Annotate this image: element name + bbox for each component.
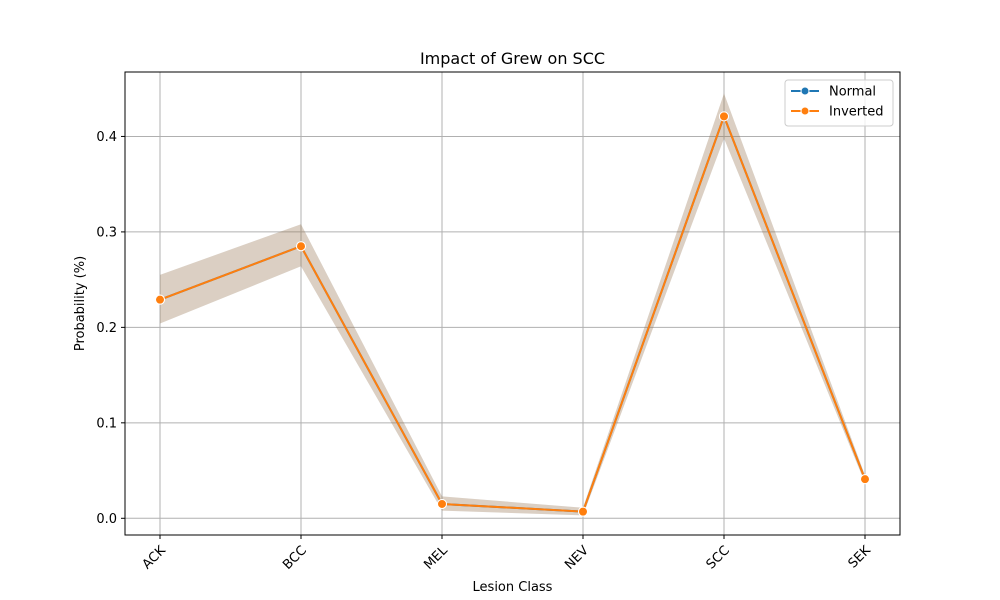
x-tick-label: NEV <box>562 543 592 573</box>
x-tick-label: MEL <box>421 543 451 573</box>
x-tick-label: SCC <box>704 543 733 572</box>
legend-label-normal: Normal <box>829 85 876 100</box>
plot-frame <box>124 71 901 536</box>
confidence-band-normal <box>160 93 865 516</box>
x-axis-ticks: ACK BCC MEL NEV SCC SEK <box>140 535 875 573</box>
legend-marker-normal <box>800 86 810 96</box>
x-tick-label: ACK <box>140 543 170 573</box>
y-tick-label: 0.1 <box>96 416 117 431</box>
confidence-bands <box>160 93 865 516</box>
x-axis-title: Lesion Class <box>473 580 553 595</box>
legend-label-inverted: Inverted <box>829 105 883 120</box>
series-line-normal <box>159 113 866 513</box>
series-lines <box>159 113 866 513</box>
confidence-band-inverted <box>160 93 865 516</box>
x-tick-label: BCC <box>280 543 310 573</box>
series-line-inverted <box>159 113 866 513</box>
data-point-inverted <box>155 294 165 305</box>
y-tick-label: 0.0 <box>96 512 117 527</box>
grid <box>125 72 900 535</box>
data-point-inverted <box>860 474 870 485</box>
y-tick-label: 0.4 <box>96 130 117 145</box>
data-point-inverted <box>296 241 306 252</box>
data-point-inverted <box>578 506 588 517</box>
legend-marker-inverted <box>800 106 810 116</box>
data-point-inverted <box>437 498 447 509</box>
y-axis-title: Probability (%) <box>73 256 88 351</box>
x-tick-label: SEK <box>846 543 875 572</box>
y-tick-label: 0.2 <box>96 321 117 336</box>
series-points <box>155 111 870 517</box>
data-point-inverted <box>719 111 729 122</box>
chart-title: Impact of Grew on SCC <box>420 49 605 68</box>
y-tick-label: 0.3 <box>96 225 117 240</box>
y-axis-ticks: 0.0 0.1 0.2 0.3 0.4 <box>96 130 125 527</box>
legend: Normal Inverted <box>784 79 894 127</box>
